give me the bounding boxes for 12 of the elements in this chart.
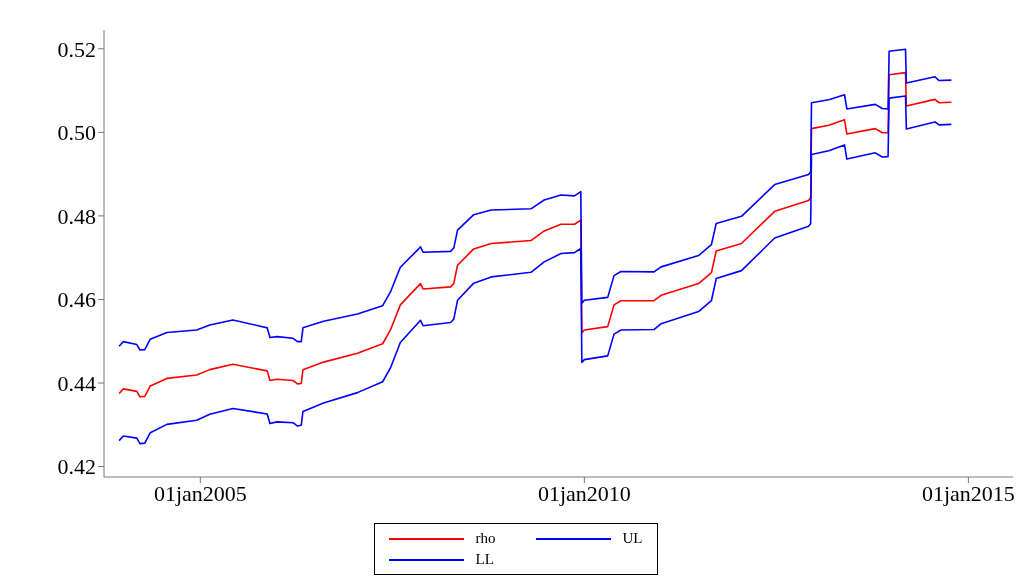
legend-label: LL	[475, 551, 494, 568]
legend-label: UL	[622, 530, 643, 547]
y-tick-label: 0.42	[57, 454, 96, 480]
y-tick-label: 0.50	[57, 120, 96, 146]
y-tick-label: 0.44	[57, 370, 96, 396]
x-tick-label: 01jan2005	[153, 480, 247, 506]
x-tick-label: 01jan2010	[537, 480, 631, 506]
y-tick-label: 0.48	[57, 203, 96, 229]
y-tick-label: 0.52	[57, 36, 96, 62]
legend-label: rho	[475, 530, 496, 547]
y-tick-label: 0.46	[57, 287, 96, 313]
x-tick-label: 01jan2015	[921, 480, 1015, 506]
